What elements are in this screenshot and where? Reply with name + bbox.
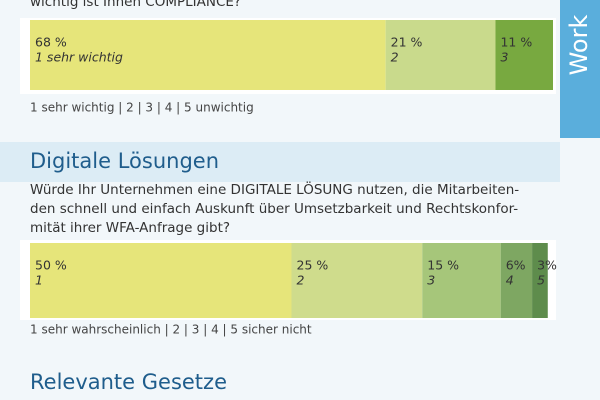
segment-name: 3 xyxy=(427,273,435,288)
scale-note: 1 sehr wahrscheinlich | 2 | 3 | 4 | 5 si… xyxy=(30,323,312,337)
side-stripe xyxy=(560,0,600,138)
value-label: 3% xyxy=(537,258,557,273)
section-heading: Relevante Gesetze xyxy=(30,370,227,394)
value-label: 25 % xyxy=(297,258,329,273)
question: den schnell und einfach Auskunft über Um… xyxy=(30,201,518,217)
bar-segment xyxy=(30,243,292,318)
value-label: 68 % xyxy=(35,35,67,50)
question: Würde Ihr Unternehmen eine DIGITALE LÖSU… xyxy=(30,180,519,198)
scale-note: 1 sehr wichtig | 2 | 3 | 4 | 5 unwichtig xyxy=(30,101,254,115)
segment-name: 2 xyxy=(391,50,399,65)
segment-name: 5 xyxy=(537,273,545,288)
question: mität ihrer WFA-Anfrage gibt? xyxy=(30,220,230,236)
side-label: Work xyxy=(565,15,593,76)
bar-segment xyxy=(422,243,501,318)
segment-name: 1 sehr wichtig xyxy=(35,50,123,65)
question: wichtig ist Ihnen COMPLIANCE? xyxy=(30,0,241,10)
bar-segment xyxy=(30,20,386,90)
segment-name: 4 xyxy=(506,273,514,288)
heading-band xyxy=(0,142,560,182)
value-label: 15 % xyxy=(427,258,459,273)
segment-name: 2 xyxy=(297,273,305,288)
bar-segment xyxy=(500,243,533,318)
value-label: 11 % xyxy=(500,35,532,50)
value-label: 50 % xyxy=(35,258,67,273)
segment-name: 1 xyxy=(35,273,43,288)
bar-segment xyxy=(291,243,423,318)
value-label: 6% xyxy=(506,258,526,273)
bar-segment xyxy=(495,20,553,90)
bar-segment xyxy=(385,20,496,90)
value-label: 21 % xyxy=(391,35,423,50)
bar-segment xyxy=(532,243,548,318)
section-heading: Digitale Lösungen xyxy=(30,149,219,173)
segment-name: 3 xyxy=(500,50,508,65)
